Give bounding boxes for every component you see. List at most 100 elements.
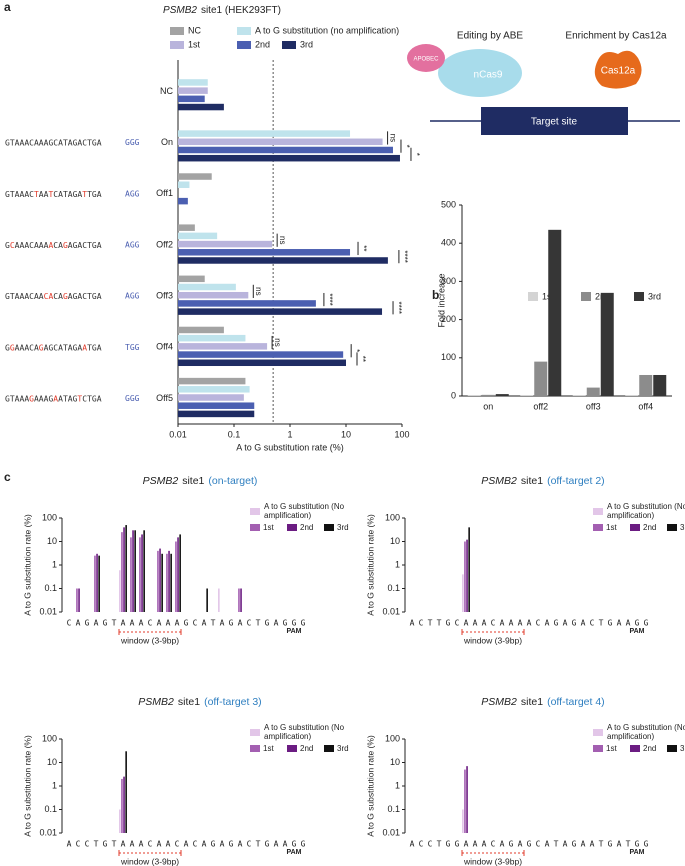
significance: **** xyxy=(325,293,334,305)
bar xyxy=(586,387,600,396)
x-tick-label: A xyxy=(157,840,162,849)
bar xyxy=(125,525,127,612)
legend-label: NC xyxy=(188,25,201,35)
y-tick-label: 0.1 xyxy=(44,804,57,814)
y-axis-label: A to G substitution rate (%) xyxy=(365,735,375,837)
diagram-label: Editing by ABE xyxy=(457,31,523,42)
pam-label: PAM xyxy=(629,628,644,635)
x-tick-label: off4 xyxy=(638,401,653,411)
bar xyxy=(178,249,351,256)
x-tick-label: C xyxy=(419,840,424,849)
bar xyxy=(178,291,249,299)
y-axis-label: A to G substitution rate (%) xyxy=(22,735,32,837)
bar xyxy=(178,130,351,137)
category-label: Off4 xyxy=(156,342,173,352)
x-tick-label: G xyxy=(211,840,216,849)
x-tick-label: T xyxy=(256,619,261,628)
bar xyxy=(143,530,145,612)
x-tick-label: A xyxy=(500,619,505,628)
bar xyxy=(178,377,246,385)
legend-label: 2nd xyxy=(643,744,656,753)
legend-swatch xyxy=(593,508,603,515)
legend-swatch xyxy=(634,292,644,301)
bar xyxy=(178,283,236,291)
x-tick-label: G xyxy=(635,840,640,849)
bar xyxy=(139,537,141,612)
x-tick-label: G xyxy=(85,619,90,628)
y-tick-label: 100 xyxy=(42,733,57,743)
y-tick-label: 100 xyxy=(385,512,400,522)
y-tick-label: 0.01 xyxy=(382,827,400,837)
bar xyxy=(132,530,134,612)
sequence: GGAAACAGAGCATAGAATGA xyxy=(5,343,102,352)
bar xyxy=(119,809,121,833)
x-tick-label: T xyxy=(554,840,559,849)
legend-label: 3rd xyxy=(680,523,685,532)
x-tick-label: A xyxy=(590,840,595,849)
x-tick-label: T xyxy=(211,619,216,628)
title-text: site1 xyxy=(521,475,543,487)
significance: ns xyxy=(278,236,287,244)
x-tick-label: A xyxy=(518,840,523,849)
bar xyxy=(178,154,400,162)
bar xyxy=(600,292,614,396)
bar xyxy=(466,539,468,612)
bar xyxy=(178,410,255,418)
y-axis-label: A to G substitution rate (%) xyxy=(365,514,375,616)
legend-swatch xyxy=(581,292,591,301)
subtitle: (off-target 4) xyxy=(547,696,605,708)
legend-label: 1st xyxy=(606,744,617,753)
y-tick-label: 0.1 xyxy=(44,583,57,593)
bar xyxy=(468,527,470,612)
bar xyxy=(178,232,218,240)
x-tick-label: C xyxy=(193,619,198,628)
chart-title: PSMB2 site1 (off-target 3) xyxy=(138,696,261,708)
x-tick-label: C xyxy=(247,619,252,628)
x-tick-label: T xyxy=(599,840,604,849)
legend-box: A to G substitution (No amplification) xyxy=(264,723,344,741)
bar xyxy=(178,257,388,264)
significance: ns xyxy=(254,287,263,295)
diagram-label: Cas12a xyxy=(601,66,636,77)
x-tick-label: A xyxy=(274,619,279,628)
chart-title: PSMB2 site1 (on-target) xyxy=(143,475,258,487)
y-tick-label: 100 xyxy=(385,733,400,743)
legend-label: A to G substitution (No amplification) xyxy=(264,502,345,520)
legend-label: A to G substitution (no amplification) xyxy=(255,25,399,35)
x-tick-label: G xyxy=(229,840,234,849)
category-label: NC xyxy=(160,86,173,96)
diagram-label: nCas9 xyxy=(474,70,503,81)
bar xyxy=(481,394,495,396)
apobec-shape xyxy=(407,44,445,72)
y-tick-label: 1 xyxy=(395,780,400,790)
legend-swatch xyxy=(250,745,260,752)
legend-swatch xyxy=(250,729,260,736)
x-tick-label: A xyxy=(94,619,99,628)
category-label: Off5 xyxy=(156,393,173,403)
x-tick-label: T xyxy=(626,840,631,849)
significance: ** xyxy=(358,356,367,362)
legend-label: 2nd xyxy=(643,523,656,532)
x-tick-label: C xyxy=(536,619,541,628)
y-tick-label: 1 xyxy=(52,559,57,569)
x-tick-label: 0.01 xyxy=(169,429,187,439)
y-tick-label: 500 xyxy=(441,199,456,209)
y-tick-label: 10 xyxy=(390,757,400,767)
legend-label: 3rd xyxy=(648,291,661,301)
x-tick-label: C xyxy=(85,840,90,849)
x-tick-label: G xyxy=(554,619,559,628)
x-tick-label: C xyxy=(590,619,595,628)
x-tick-label: G xyxy=(446,840,451,849)
sequence: GTAAACAAAGCATAGACTGA xyxy=(5,138,102,147)
x-tick-label: A xyxy=(202,840,207,849)
x-tick-label: A xyxy=(509,619,514,628)
x-tick-label: A xyxy=(121,840,126,849)
bar xyxy=(96,553,98,612)
legend-label: 1st xyxy=(263,744,274,753)
bar xyxy=(178,87,208,94)
sequence: GTAAACAACACAGAGACTGA xyxy=(5,292,102,301)
x-tick-label: A xyxy=(500,840,505,849)
legend-swatch xyxy=(593,745,603,752)
x-tick-label: T xyxy=(256,840,261,849)
